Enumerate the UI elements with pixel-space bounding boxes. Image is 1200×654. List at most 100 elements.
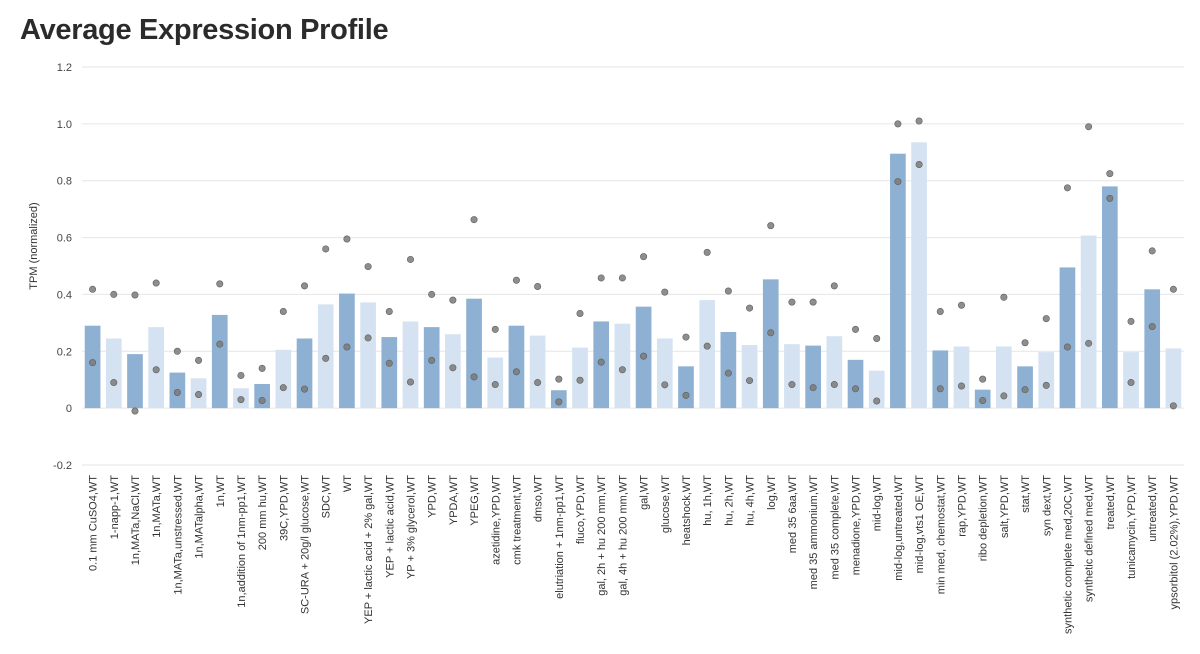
data-point	[597, 274, 605, 282]
data-point	[237, 371, 245, 379]
data-point	[173, 347, 181, 355]
bar[interactable]	[381, 337, 398, 409]
data-point	[1000, 392, 1008, 400]
bar[interactable]	[911, 142, 927, 409]
bar[interactable]	[508, 325, 525, 409]
data-point	[724, 369, 732, 377]
x-tick-label: glucose,WT	[660, 475, 672, 533]
replicate-points	[89, 117, 1177, 415]
data-point	[661, 381, 669, 389]
x-tick-label: synthetic complete med,20C,WT	[1062, 475, 1074, 634]
data-point	[131, 291, 139, 299]
bar[interactable]	[1059, 267, 1076, 409]
bar[interactable]	[275, 349, 292, 409]
bar[interactable]	[127, 354, 143, 409]
x-tick-label: 200 mm hu,WT	[257, 475, 269, 550]
x-tick-label: YEP + lactic acid,WT	[384, 475, 396, 578]
data-point	[449, 296, 457, 304]
data-point	[576, 309, 584, 317]
data-point	[89, 359, 97, 367]
bar[interactable]	[656, 338, 673, 409]
bar[interactable]	[953, 346, 970, 409]
bar[interactable]	[1165, 348, 1182, 409]
bar[interactable]	[1080, 235, 1097, 409]
data-point	[1169, 285, 1177, 293]
data-point	[385, 307, 393, 315]
bar[interactable]	[402, 321, 419, 409]
data-point	[576, 376, 584, 384]
bar[interactable]	[805, 345, 821, 409]
x-tick-label: 39C,YPD,WT	[278, 475, 290, 541]
bar[interactable]	[1144, 289, 1161, 409]
bar[interactable]	[890, 153, 906, 409]
x-tick-label: YPEG,WT	[469, 475, 481, 526]
data-point	[915, 117, 923, 125]
bar[interactable]	[466, 298, 482, 409]
bar[interactable]	[360, 302, 376, 409]
bar[interactable]	[1038, 352, 1055, 409]
data-point	[110, 379, 118, 387]
x-tick-label: 1n,addition of 1nm-pp1,WT	[236, 475, 248, 608]
bar[interactable]	[423, 327, 440, 409]
data-point	[1169, 402, 1177, 410]
x-tick-label: 0.1 mm CuSO4,WT	[88, 475, 100, 571]
x-tick-label: synthetic defined med,WT	[1084, 475, 1096, 602]
data-point	[89, 285, 97, 293]
data-point	[1021, 339, 1029, 347]
bar[interactable]	[339, 293, 355, 409]
x-tick-label: gal,WT	[639, 475, 651, 510]
x-tick-label: YPD,WT	[427, 475, 439, 518]
data-point	[152, 279, 160, 287]
data-point	[936, 307, 944, 315]
data-point	[1042, 315, 1050, 323]
data-point	[512, 276, 520, 284]
bar[interactable]	[826, 336, 843, 409]
bar[interactable]	[762, 279, 779, 409]
data-point	[894, 178, 902, 186]
data-point	[1127, 379, 1135, 387]
y-tick-label: 0.8	[57, 176, 72, 188]
data-point	[809, 298, 817, 306]
bar[interactable]	[741, 345, 758, 409]
data-point	[131, 407, 139, 415]
data-point	[173, 389, 181, 397]
bar[interactable]	[996, 346, 1012, 409]
data-point	[1148, 323, 1156, 331]
data-point	[746, 304, 754, 312]
x-tick-label: log,WT	[766, 475, 778, 510]
bar[interactable]	[211, 314, 228, 409]
bar[interactable]	[932, 350, 949, 409]
data-point	[618, 274, 626, 282]
bar[interactable]	[614, 323, 631, 409]
chart-title: Average Expression Profile	[20, 14, 389, 46]
data-point	[830, 381, 838, 389]
bar[interactable]	[84, 325, 101, 409]
bar[interactable]	[678, 366, 694, 409]
data-point	[364, 334, 372, 342]
bar[interactable]	[699, 300, 716, 409]
data-point	[682, 391, 690, 399]
y-tick-label: 1.0	[57, 119, 72, 131]
bar[interactable]	[847, 359, 864, 409]
x-tick-label: ribo depletion,WT	[978, 475, 990, 561]
data-point	[1021, 386, 1029, 394]
x-tick-label: stat,WT	[1020, 475, 1032, 513]
data-point	[428, 356, 436, 364]
x-tick-label: min med, chemostat,WT	[935, 475, 947, 594]
bar[interactable]	[254, 383, 270, 409]
bar[interactable]	[1101, 186, 1118, 409]
y-tick-label: 1.2	[57, 62, 72, 74]
x-tick-label: 1n,MATa,NaCl,WT	[130, 475, 142, 566]
data-point	[237, 396, 245, 404]
data-point	[555, 398, 563, 406]
data-point	[957, 301, 965, 309]
bar[interactable]	[784, 344, 800, 409]
data-point	[195, 390, 203, 398]
bar[interactable]	[105, 338, 122, 409]
data-point	[915, 161, 923, 169]
data-point	[428, 290, 436, 298]
bar[interactable]	[529, 335, 546, 409]
bar[interactable]	[868, 370, 885, 409]
bar[interactable]	[296, 338, 313, 409]
x-tick-label: 1n,MATalpha,WT	[194, 475, 206, 559]
